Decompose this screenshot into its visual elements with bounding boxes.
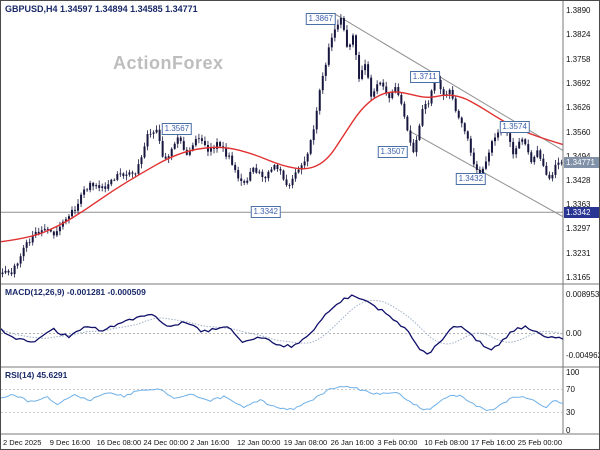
price-annotation: 1.3432	[455, 173, 487, 186]
time-axis-label: 10 Feb 08:00	[424, 438, 469, 447]
rsi-axis-tick: 70	[566, 384, 575, 394]
current-price-tag: 1.34771	[564, 157, 599, 169]
rsi-axis-tick: 100	[566, 367, 580, 377]
macd-axis-tick: -0.004962	[566, 350, 600, 360]
rsi-axis-tick: 30	[566, 408, 575, 418]
time-axis-label: 16 Dec 08:00	[96, 438, 142, 447]
symbol-ohlc-title: GBPUSD,H4 1.34597 1.34894 1.34585 1.3477…	[5, 4, 198, 14]
macd-main-line	[1, 294, 564, 355]
time-axis-label: 19 Jan 08:00	[283, 438, 328, 447]
price-axis-tick: 1.3890	[566, 6, 591, 16]
macd-indicator-label: MACD(12,26,9) -0.001281 -0.000509	[5, 287, 146, 297]
rsi-line	[1, 385, 564, 412]
time-axis-label: 26 Jan 16:00	[330, 438, 374, 447]
time-axis-label: 3 Feb 00:00	[377, 438, 418, 447]
time-axis-label: 17 Feb 16:00	[471, 438, 516, 447]
price-axis-tick: 1.3428	[566, 176, 591, 186]
price-axis[interactable]	[563, 1, 599, 434]
time-axis-label: 25 Feb 00:00	[517, 438, 562, 447]
time-axis-label: 2 Jan 16:00	[190, 438, 230, 447]
time-axis[interactable]	[1, 434, 599, 449]
price-annotation: 1.3574	[499, 120, 530, 133]
rsi-axis-tick: 0	[566, 425, 571, 435]
price-axis-tick: 1.3231	[566, 248, 591, 258]
price-axis-tick: 1.3758	[566, 54, 591, 64]
price-annotation: 1.3507	[377, 145, 408, 158]
macd-axis-tick: 0.008953	[566, 289, 600, 299]
price-axis-tick: 1.3692	[566, 79, 591, 88]
time-axis-label: 12 Jan 00:00	[237, 438, 281, 447]
channel-lower-line[interactable]	[411, 131, 564, 218]
price-axis-tick: 1.3560	[566, 127, 591, 137]
price-axis-tick: 1.3626	[566, 103, 591, 113]
support-price-tag: 1.3342	[564, 206, 599, 218]
rsi-indicator-label: RSI(14) 45.6291	[5, 370, 68, 380]
price-axis-tick: 1.3494	[566, 152, 590, 161]
price-annotation: 1.3867	[305, 13, 336, 26]
price-annotation: 1.3711	[409, 70, 440, 83]
price-annotation: 1.3567	[161, 123, 193, 136]
time-axis-label: 24 Dec 00:00	[143, 438, 189, 447]
macd-signal-line	[1, 299, 564, 345]
price-axis-tick: 1.3165	[566, 272, 591, 282]
time-axis-label: 2 Dec 2025	[3, 438, 42, 447]
price-axis-tick: 1.3363	[566, 200, 591, 209]
price-annotation: 1.3342	[250, 206, 281, 219]
price-axis-tick: 1.3297	[566, 224, 591, 234]
watermark: ActionForex	[113, 53, 224, 73]
time-axis-label: 9 Dec 16:00	[49, 438, 91, 447]
moving-average-line	[1, 91, 564, 243]
macd-axis-tick: 0.00	[566, 329, 582, 339]
price-axis-tick: 1.3824	[566, 30, 591, 40]
